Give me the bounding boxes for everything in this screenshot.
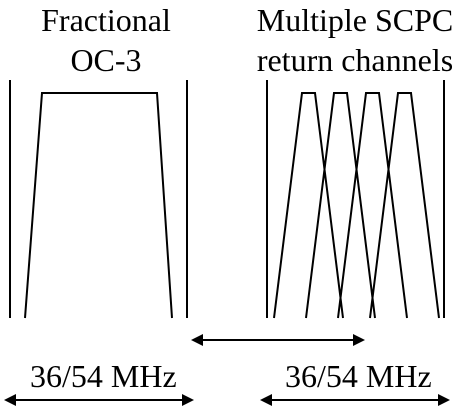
scpc-channel-spectrum-1 — [273, 92, 344, 319]
scpc-channel-spectrum-4 — [369, 92, 440, 319]
left-bandwidth-label: 36/54 MHz — [30, 358, 177, 394]
fractional-oc3-label: Fractional OC-3 — [16, 0, 196, 80]
scpc-channels-label: Multiple SCPC return channels — [250, 0, 454, 80]
fractional-oc3-spectrum — [24, 92, 173, 319]
scpc-channel-spectrum-2 — [305, 92, 376, 319]
right-bandwidth-label: 36/54 MHz — [285, 358, 432, 394]
scpc-channel-spectrum-3 — [337, 92, 408, 319]
scpc-channels-label-line1: Multiple SCPC — [256, 2, 454, 38]
fractional-oc3-label-line1: Fractional — [41, 2, 171, 38]
fractional-oc3-label-line2: OC-3 — [70, 42, 142, 78]
scpc-channels-label-line2: return channels — [256, 42, 454, 78]
scpc-channels-group — [273, 92, 440, 319]
